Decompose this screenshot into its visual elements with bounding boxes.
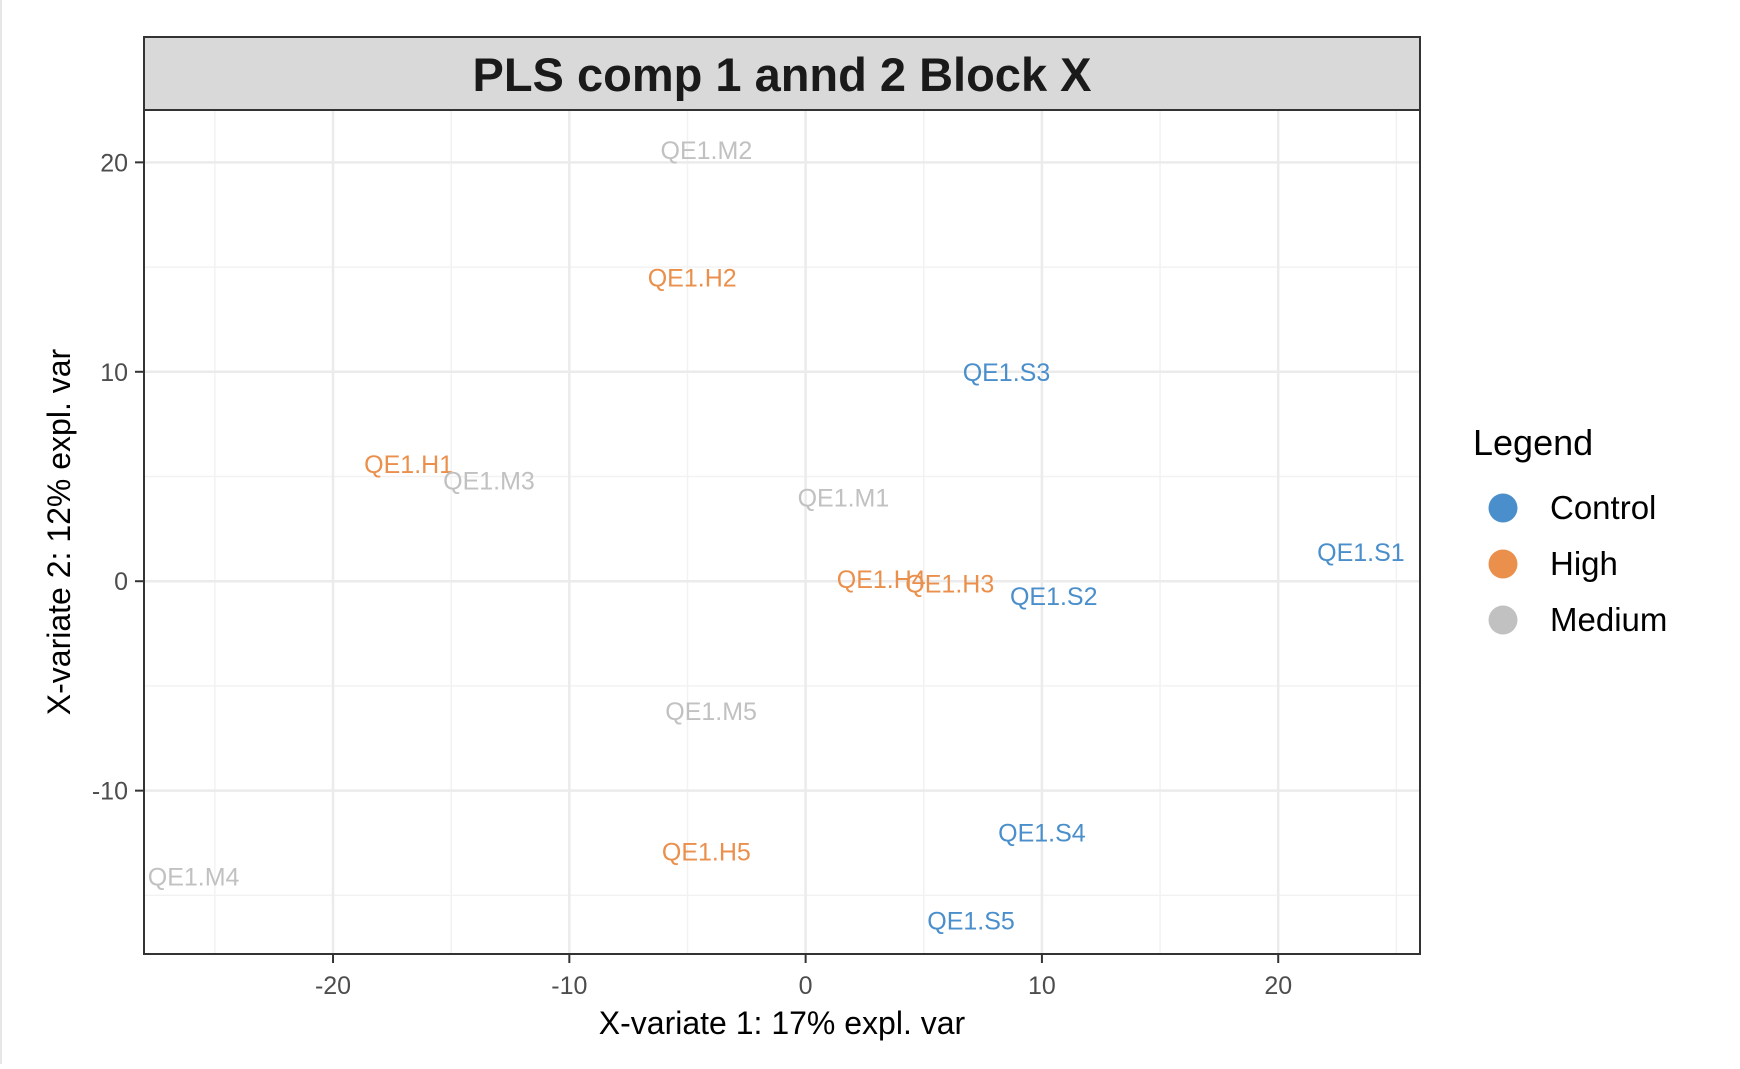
legend-entry-label: Medium	[1550, 601, 1667, 638]
y-tick-label: 10	[100, 359, 128, 387]
point-label: QE1.H2	[648, 265, 737, 293]
point-label: QE1.M3	[443, 468, 535, 496]
chart-title: PLS comp 1 annd 2 Block X	[473, 48, 1092, 101]
x-tick-label: -20	[315, 972, 351, 1000]
point-label: QE1.S2	[1010, 583, 1098, 611]
point-label: QE1.M5	[665, 698, 757, 726]
legend-key	[1488, 493, 1518, 523]
point-label: QE1.H5	[662, 838, 751, 866]
y-tick-label: 20	[100, 149, 128, 177]
point-label: QE1.S3	[963, 359, 1051, 387]
point-label: QE1.M2	[661, 137, 753, 165]
point-label: QE1.H4	[837, 566, 926, 594]
point-label: QE1.M1	[798, 484, 890, 512]
x-axis: -20 -10 0 10 20	[315, 954, 1292, 1000]
y-axis: -10 0 10 20	[92, 149, 144, 806]
title-strip	[143, 36, 1421, 111]
legend: Legend Control High Medium	[1473, 422, 1667, 638]
y-tick-label: -10	[92, 778, 128, 806]
point-labels: QE1.S1QE1.S2QE1.S3QE1.S4QE1.S5QE1.H1QE1.…	[148, 137, 1405, 936]
minor-gridlines	[144, 110, 1420, 954]
legend-key	[1488, 549, 1518, 579]
x-tick-label: 20	[1264, 972, 1292, 1000]
point-label: QE1.H1	[364, 451, 453, 479]
y-tick-label: 0	[114, 568, 128, 596]
x-tick-label: -10	[551, 972, 587, 1000]
legend-key	[1488, 605, 1518, 635]
point-label: QE1.S5	[927, 907, 1015, 935]
legend-entries: Control High Medium	[1488, 489, 1667, 638]
plot-panel	[144, 110, 1420, 954]
point-label: QE1.S1	[1317, 539, 1405, 567]
legend-entry-label: Control	[1550, 489, 1656, 526]
legend-entry-label: High	[1550, 545, 1618, 582]
major-gridlines	[144, 110, 1420, 954]
point-label: QE1.M4	[148, 864, 240, 892]
left-edge-divider	[0, 0, 2, 1064]
x-tick-label: 10	[1028, 972, 1056, 1000]
point-label: QE1.H3	[905, 570, 994, 598]
panel-border	[143, 109, 1421, 955]
y-axis-label: X-variate 2: 12% expl. var	[41, 348, 77, 715]
x-tick-label: 0	[799, 972, 813, 1000]
point-label: QE1.S4	[998, 820, 1086, 848]
x-axis-label: X-variate 1: 17% expl. var	[599, 1005, 966, 1041]
legend-title: Legend	[1473, 422, 1593, 463]
